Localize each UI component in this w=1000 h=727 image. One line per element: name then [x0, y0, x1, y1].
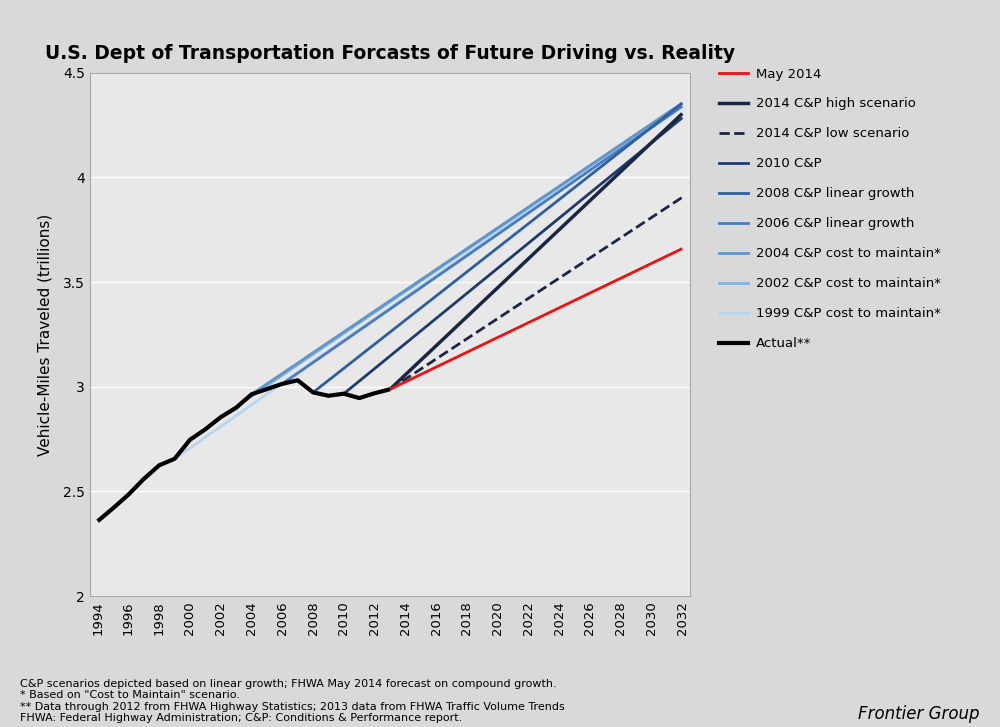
Y-axis label: Vehicle-Miles Traveled (trillions): Vehicle-Miles Traveled (trillions) — [37, 213, 52, 456]
Text: C&P scenarios depicted based on linear growth; FHWA May 2014 forecast on compoun: C&P scenarios depicted based on linear g… — [20, 678, 565, 723]
Legend: May 2014, , 2014 C&P high scenario, , 2014 C&P low scenario, , 2010 C&P, , 2008 : May 2014, , 2014 C&P high scenario, , 20… — [714, 63, 946, 356]
Title: U.S. Dept of Transportation Forcasts of Future Driving vs. Reality: U.S. Dept of Transportation Forcasts of … — [45, 44, 735, 63]
Text: Frontier Group: Frontier Group — [858, 705, 980, 723]
